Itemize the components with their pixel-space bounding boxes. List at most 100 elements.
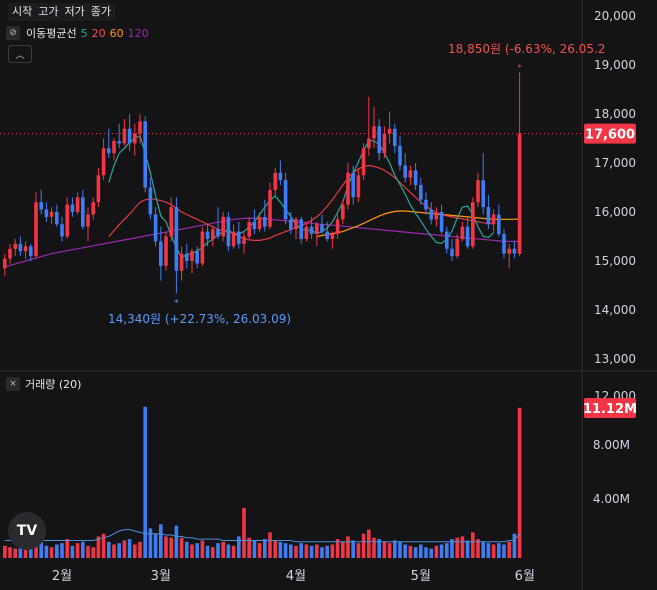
candle-body[interactable] — [23, 246, 28, 252]
candle-body[interactable] — [127, 128, 132, 144]
volume-bar[interactable] — [268, 532, 272, 558]
volume-bar[interactable] — [13, 548, 17, 558]
volume-bar[interactable] — [164, 536, 168, 558]
candle-body[interactable] — [351, 172, 355, 198]
candle-body[interactable] — [211, 229, 215, 239]
candle-body[interactable] — [138, 121, 142, 134]
candle-body[interactable] — [361, 148, 366, 176]
candle-body[interactable] — [294, 219, 298, 230]
volume-bar[interactable] — [153, 533, 158, 558]
candle-body[interactable] — [429, 209, 433, 220]
volume-bar[interactable] — [512, 533, 517, 558]
volume-bar[interactable] — [320, 547, 324, 558]
volume-bar[interactable] — [517, 407, 522, 558]
candle-body[interactable] — [252, 221, 257, 230]
candle-body[interactable] — [320, 224, 324, 232]
volume-bar[interactable] — [179, 537, 184, 558]
volume-bar[interactable] — [403, 544, 407, 559]
volume-bar[interactable] — [330, 544, 335, 559]
candle-body[interactable] — [346, 172, 350, 205]
volume-bar[interactable] — [476, 539, 480, 558]
moving-average-legend[interactable]: ⊘ 이동평균선 5 20 60 120 — [6, 24, 149, 42]
candle-body[interactable] — [143, 121, 147, 188]
volume-bar[interactable] — [424, 547, 428, 558]
candle-body[interactable] — [242, 236, 246, 244]
volume-bar[interactable] — [49, 547, 54, 558]
chevron-up-icon[interactable]: ︿ — [8, 45, 32, 63]
volume-bar[interactable] — [148, 528, 153, 558]
candle-body[interactable] — [387, 128, 392, 134]
volume-bar[interactable] — [247, 537, 251, 558]
volume-bar[interactable] — [497, 543, 501, 558]
candle-body[interactable] — [377, 126, 381, 154]
candle-body[interactable] — [367, 138, 371, 149]
volume-bar[interactable] — [393, 540, 397, 558]
candle-body[interactable] — [341, 204, 345, 220]
volume-bar[interactable] — [252, 540, 257, 558]
candle-body[interactable] — [133, 133, 137, 144]
volume-bar[interactable] — [101, 533, 106, 558]
candle-body[interactable] — [393, 128, 397, 146]
volume-bar[interactable] — [387, 543, 392, 558]
candle-body[interactable] — [34, 202, 38, 257]
volume-bar[interactable] — [39, 541, 43, 558]
candle-body[interactable] — [382, 133, 387, 154]
candle-body[interactable] — [75, 197, 80, 212]
volume-bar[interactable] — [429, 548, 433, 558]
candle-body[interactable] — [330, 234, 335, 239]
volume-bar[interactable] — [471, 532, 475, 558]
candle-body[interactable] — [29, 246, 33, 257]
candle-body[interactable] — [159, 241, 163, 266]
candle-body[interactable] — [148, 187, 153, 215]
candle-body[interactable] — [273, 172, 277, 190]
candle-body[interactable] — [18, 243, 23, 252]
candle-body[interactable] — [408, 170, 413, 178]
candle-body[interactable] — [216, 229, 220, 237]
candle-body[interactable] — [44, 209, 49, 217]
candle-body[interactable] — [190, 251, 194, 261]
candle-body[interactable] — [471, 202, 475, 247]
candle-body[interactable] — [283, 180, 288, 220]
volume-bar[interactable] — [205, 545, 210, 558]
candle-body[interactable] — [112, 140, 116, 154]
volume-bar[interactable] — [195, 543, 199, 558]
candle-body[interactable] — [39, 202, 43, 210]
candle-body[interactable] — [268, 189, 272, 227]
candle-body[interactable] — [8, 248, 12, 259]
volume-bar[interactable] — [299, 543, 303, 558]
candle-body[interactable] — [486, 207, 491, 225]
volume-bar[interactable] — [283, 543, 288, 558]
candle-body[interactable] — [153, 214, 158, 242]
candle-body[interactable] — [247, 221, 251, 237]
candle-body[interactable] — [13, 243, 17, 249]
candle-body[interactable] — [309, 226, 314, 235]
candle-body[interactable] — [231, 231, 236, 247]
volume-bar[interactable] — [419, 544, 423, 559]
volume-bar[interactable] — [221, 541, 225, 558]
candle-body[interactable] — [372, 126, 376, 139]
volume-bar[interactable] — [372, 537, 376, 558]
candle-body[interactable] — [507, 248, 511, 254]
volume-bar[interactable] — [502, 544, 506, 559]
candle-body[interactable] — [278, 172, 283, 181]
volume-bar[interactable] — [174, 525, 179, 558]
candle-body[interactable] — [502, 234, 506, 254]
volume-bar[interactable] — [455, 537, 459, 558]
volume-bar[interactable] — [382, 541, 387, 558]
volume-bar[interactable] — [44, 545, 49, 558]
volume-bar[interactable] — [263, 539, 267, 558]
volume-bar[interactable] — [190, 544, 194, 559]
volume-bar[interactable] — [439, 544, 444, 559]
volume-bar[interactable] — [23, 549, 28, 558]
volume-bar[interactable] — [398, 541, 402, 558]
candle-body[interactable] — [491, 214, 496, 225]
candle-body[interactable] — [117, 140, 121, 144]
candle-body[interactable] — [424, 199, 428, 210]
volume-legend[interactable]: × 거래량 (20) — [6, 376, 81, 392]
volume-bar[interactable] — [486, 543, 491, 558]
candle-body[interactable] — [237, 231, 241, 244]
volume-bar[interactable] — [361, 533, 366, 558]
volume-bar[interactable] — [309, 545, 314, 558]
eye-slash-icon[interactable]: ⊘ — [6, 26, 20, 40]
candle-body[interactable] — [439, 212, 444, 232]
